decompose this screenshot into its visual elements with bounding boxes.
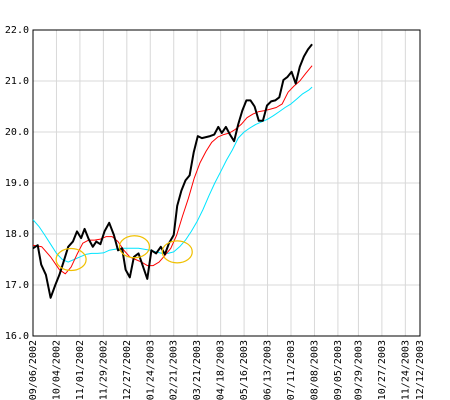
y-tick-label: 18.0 bbox=[5, 229, 29, 240]
highlight-ellipse bbox=[161, 240, 193, 264]
y-axis-tick-labels: 16.0 17.0 18.0 19.0 20.0 21.0 22.0 bbox=[5, 25, 29, 342]
x-tick-label: 12/12/2003 bbox=[415, 340, 426, 400]
x-tick-label: 10/27/2003 bbox=[377, 340, 388, 400]
x-tick-label: 09/06/2002 bbox=[28, 340, 39, 400]
y-tick-label: 19.0 bbox=[5, 178, 29, 189]
x-tick-label: 12/27/2002 bbox=[122, 340, 133, 400]
series-line-0 bbox=[32, 43, 313, 299]
series-line-2 bbox=[32, 86, 313, 263]
x-tick-label: 03/21/2003 bbox=[192, 340, 203, 400]
x-tick-label: 09/05/2003 bbox=[333, 340, 344, 400]
y-tick-label: 22.0 bbox=[5, 25, 29, 36]
x-tick-label: 10/04/2002 bbox=[51, 340, 62, 400]
highlight-ellipse bbox=[118, 235, 151, 259]
x-axis-tick-labels: 09/06/2002 10/04/2002 11/01/2002 11/29/2002… bbox=[28, 340, 426, 400]
x-tick-label: 05/16/2003 bbox=[239, 340, 250, 400]
x-tick-label: 04/18/2003 bbox=[216, 340, 227, 400]
grid-lines bbox=[32, 29, 421, 337]
plot-frame bbox=[32, 29, 421, 337]
series-line-1 bbox=[32, 65, 313, 275]
x-tick-label: 08/08/2003 bbox=[309, 340, 320, 400]
x-tick-label: 02/21/2003 bbox=[169, 340, 180, 400]
x-tick-label: 01/24/2003 bbox=[145, 340, 156, 400]
x-tick-label: 11/24/2003 bbox=[400, 340, 411, 400]
y-tick-label: 21.0 bbox=[5, 76, 29, 87]
highlight-ellipse bbox=[55, 247, 87, 272]
y-tick-label: 20.0 bbox=[5, 127, 29, 138]
x-tick-label: 07/11/2003 bbox=[286, 340, 297, 400]
y-tick-label: 17.0 bbox=[5, 280, 29, 291]
x-tick-label: 06/13/2003 bbox=[263, 340, 274, 400]
y-tick-label: 16.0 bbox=[5, 331, 29, 342]
x-tick-label: 11/01/2002 bbox=[75, 340, 86, 400]
highlight-ellipses bbox=[55, 235, 193, 272]
x-tick-label: 09/29/2003 bbox=[353, 340, 364, 400]
x-tick-label: 11/29/2002 bbox=[98, 340, 109, 400]
series-lines bbox=[32, 43, 313, 299]
